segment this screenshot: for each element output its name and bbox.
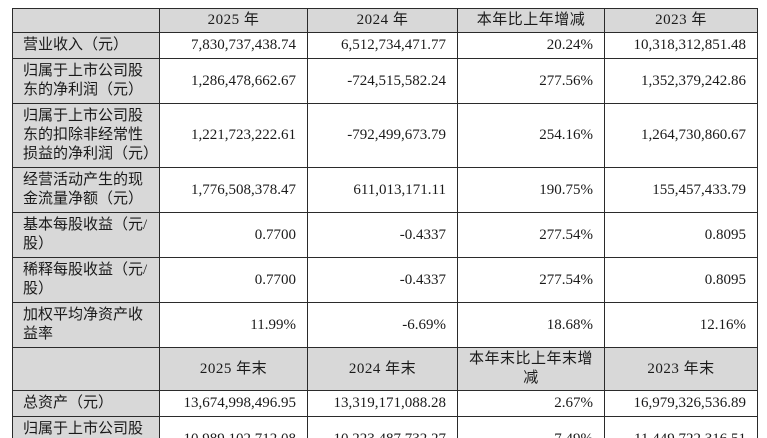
value-cell: 20.24% <box>457 32 605 59</box>
value-cell: 13,319,171,088.28 <box>307 390 458 417</box>
value-cell: 1,264,730,860.67 <box>604 103 758 168</box>
column-header: 2024 年 <box>307 8 458 33</box>
table-row: 稀释每股收益（元/股） 0.7700 -0.4337 277.54% 0.8095 <box>12 257 758 303</box>
row-label: 营业收入（元） <box>12 32 160 59</box>
value-cell: 10,223,487,732.27 <box>307 416 458 438</box>
column-header: 2025 年 <box>159 8 308 33</box>
row-label: 归属于上市公司股东的净利润（元） <box>12 58 160 104</box>
value-cell: 1,776,508,378.47 <box>159 167 308 213</box>
row-label: 基本每股收益（元/股） <box>12 212 160 258</box>
header-row-period-end: 2025 年末 2024 年末 本年末比上年末增减 2023 年末 <box>12 347 758 391</box>
value-cell: 6,512,734,471.77 <box>307 32 458 59</box>
financial-summary-table: 2025 年 2024 年本年比上年增减 2023 年营业收入（元） 7,830,73… <box>12 8 758 438</box>
value-cell: -792,499,673.79 <box>307 103 458 168</box>
table-row: 加权平均净资产收益率 11.99% -6.69% 18.68% 12.16% <box>12 302 758 348</box>
column-header: 本年末比上年末增减 <box>457 347 605 391</box>
column-header: 2024 年末 <box>307 347 458 391</box>
value-cell: 7,830,737,438.74 <box>159 32 308 59</box>
value-cell: 277.56% <box>457 58 605 104</box>
value-cell: -724,515,582.24 <box>307 58 458 104</box>
row-label: 归属于上市公司股东的扣除非经常性损益的净利润（元） <box>12 103 160 168</box>
value-cell: 16,979,326,536.89 <box>604 390 758 417</box>
value-cell: 0.8095 <box>604 212 758 258</box>
value-cell: 277.54% <box>457 257 605 303</box>
value-cell: 10,989,102,712.08 <box>159 416 308 438</box>
value-cell: 155,457,433.79 <box>604 167 758 213</box>
table-row: 总资产（元） 13,674,998,496.95 13,319,171,088.28… <box>12 390 758 417</box>
value-cell: 11.99% <box>159 302 308 348</box>
column-header: 本年比上年增减 <box>457 8 605 33</box>
value-cell: 1,286,478,662.67 <box>159 58 308 104</box>
table-row: 归属于上市公司股东的扣除非经常性损益的净利润（元） 1,221,723,222.6… <box>12 103 758 168</box>
value-cell: 2.67% <box>457 390 605 417</box>
value-cell: 13,674,998,496.95 <box>159 390 308 417</box>
value-cell: 190.75% <box>457 167 605 213</box>
table-row: 归属于上市公司股东的净资产（元）10,989,102,712.0810,223,… <box>12 416 758 438</box>
value-cell: 611,013,171.11 <box>307 167 458 213</box>
value-cell: 254.16% <box>457 103 605 168</box>
value-cell: -6.69% <box>307 302 458 348</box>
row-label: 总资产（元） <box>12 390 160 417</box>
value-cell: 0.8095 <box>604 257 758 303</box>
table-row: 基本每股收益（元/股） 0.7700 -0.4337 277.54% 0.8095 <box>12 212 758 258</box>
value-cell: 10,318,312,851.48 <box>604 32 758 59</box>
row-label: 归属于上市公司股东的净资产（元） <box>12 416 160 438</box>
value-cell: 0.7700 <box>159 257 308 303</box>
value-cell: -0.4337 <box>307 212 458 258</box>
value-cell: -0.4337 <box>307 257 458 303</box>
table-row: 经营活动产生的现金流量净额（元） 1,776,508,378.47 611,013,… <box>12 167 758 213</box>
table-row: 营业收入（元） 7,830,737,438.74 6,512,734,471.77 2… <box>12 32 758 59</box>
value-cell: 11,449,722,316.51 <box>604 416 758 438</box>
value-cell: 277.54% <box>457 212 605 258</box>
column-header: 2025 年末 <box>159 347 308 391</box>
column-header: 2023 年末 <box>604 347 758 391</box>
value-cell: 1,352,379,242.86 <box>604 58 758 104</box>
corner-cell <box>12 347 160 391</box>
column-header: 2023 年 <box>604 8 758 33</box>
header-row-annual-results: 2025 年 2024 年本年比上年增减 2023 年 <box>12 8 758 33</box>
value-cell: 12.16% <box>604 302 758 348</box>
table-row: 归属于上市公司股东的净利润（元） 1,286,478,662.67 -724,515… <box>12 58 758 104</box>
value-cell: 18.68% <box>457 302 605 348</box>
corner-cell <box>12 8 160 33</box>
row-label: 加权平均净资产收益率 <box>12 302 160 348</box>
row-label: 稀释每股收益（元/股） <box>12 257 160 303</box>
table-body: 2025 年 2024 年本年比上年增减 2023 年营业收入（元） 7,830,73… <box>12 8 758 438</box>
value-cell: 0.7700 <box>159 212 308 258</box>
row-label: 经营活动产生的现金流量净额（元） <box>12 167 160 213</box>
value-cell: 1,221,723,222.61 <box>159 103 308 168</box>
value-cell: 7.49% <box>457 416 605 438</box>
